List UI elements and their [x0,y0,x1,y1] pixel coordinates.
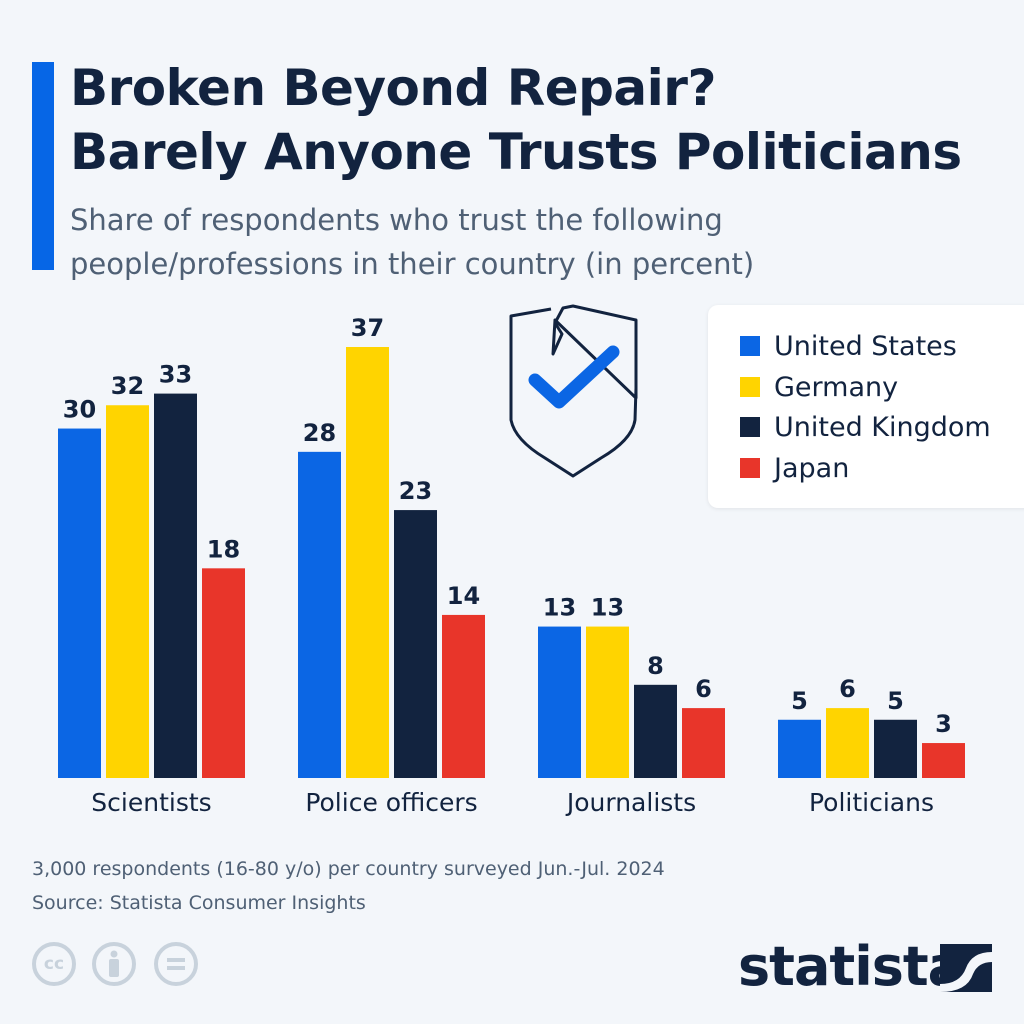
legend-swatch [740,336,760,356]
legend-item-united-kingdom: United Kingdom [740,411,991,443]
bar-scientists-japan [202,568,245,778]
title-accent-bar [32,62,54,270]
title-line-1: Broken Beyond Repair? [70,59,716,117]
bar-journalists-united-kingdom [634,684,677,778]
page-title: Broken Beyond Repair? Barely Anyone Trus… [70,56,962,184]
legend-swatch [740,417,760,437]
legend-label: United States [774,330,957,362]
logo-text: statista [738,935,964,998]
cc-text: cc [43,954,65,974]
statista-logo-mark-icon [940,944,992,992]
subtitle-line-1: Share of respondents who trust the follo… [70,203,723,237]
bar-journalists-japan [682,708,725,778]
data-label: 33 [159,361,192,389]
person-icon [109,950,119,977]
data-label: 28 [303,419,336,447]
data-label: 6 [695,675,712,703]
data-label: 5 [887,687,904,715]
bar-scientists-united-kingdom [154,393,197,778]
equals-icon [167,958,185,970]
legend-label: Japan [774,452,850,484]
bar-politicians-united-states [778,719,821,778]
category-label: Police officers [305,788,477,817]
statista-logo[interactable]: statista [738,935,964,998]
bar-politicians-germany [826,708,869,778]
bar-scientists-united-states [58,428,101,778]
cc-icon[interactable]: cc [32,942,76,986]
broken-shield-checkmark-icon [509,304,638,478]
legend-label: United Kingdom [774,411,991,443]
no-derivatives-icon[interactable] [154,942,198,986]
legend: United States Germany United Kingdom Jap… [708,305,1024,508]
data-label: 14 [447,582,480,610]
data-label: 8 [647,652,664,680]
data-label: 3 [935,710,952,738]
bar-scientists-germany [106,405,149,778]
attribution-icon[interactable] [92,942,136,986]
data-label: 13 [543,594,576,622]
bar-politicians-japan [922,743,965,778]
bar-journalists-germany [586,626,629,778]
data-label: 23 [399,477,432,505]
category-label: Journalists [565,788,696,817]
source-link[interactable]: Source: Statista Consumer Insights [32,892,366,914]
data-label: 5 [791,687,808,715]
legend-label: Germany [774,371,899,403]
bar-politicians-united-kingdom [874,719,917,778]
subtitle-line-2: people/professions in their country (in … [70,247,755,281]
data-label: 13 [591,594,624,622]
legend-item-united-states: United States [740,330,957,362]
data-label: 37 [351,314,384,342]
legend-swatch [740,377,760,397]
data-label: 30 [63,396,96,424]
bar-police-officers-united-kingdom [394,510,437,778]
category-label: Scientists [91,788,211,817]
data-label: 32 [111,372,144,400]
survey-note: 3,000 respondents (16-80 y/o) per countr… [32,858,665,880]
data-label: 18 [207,535,240,563]
bar-journalists-united-states [538,626,581,778]
bar-police-officers-japan [442,614,485,778]
footer-notes: 3,000 respondents (16-80 y/o) per countr… [32,852,665,920]
legend-swatch [740,458,760,478]
data-label: 6 [839,675,856,703]
subtitle: Share of respondents who trust the follo… [70,198,754,286]
legend-item-japan: Japan [740,452,850,484]
category-label: Politicians [809,788,934,817]
title-line-2: Barely Anyone Trusts Politicians [70,123,962,181]
legend-item-germany: Germany [740,371,899,403]
bar-police-officers-united-states [298,451,341,778]
bar-police-officers-germany [346,347,389,778]
